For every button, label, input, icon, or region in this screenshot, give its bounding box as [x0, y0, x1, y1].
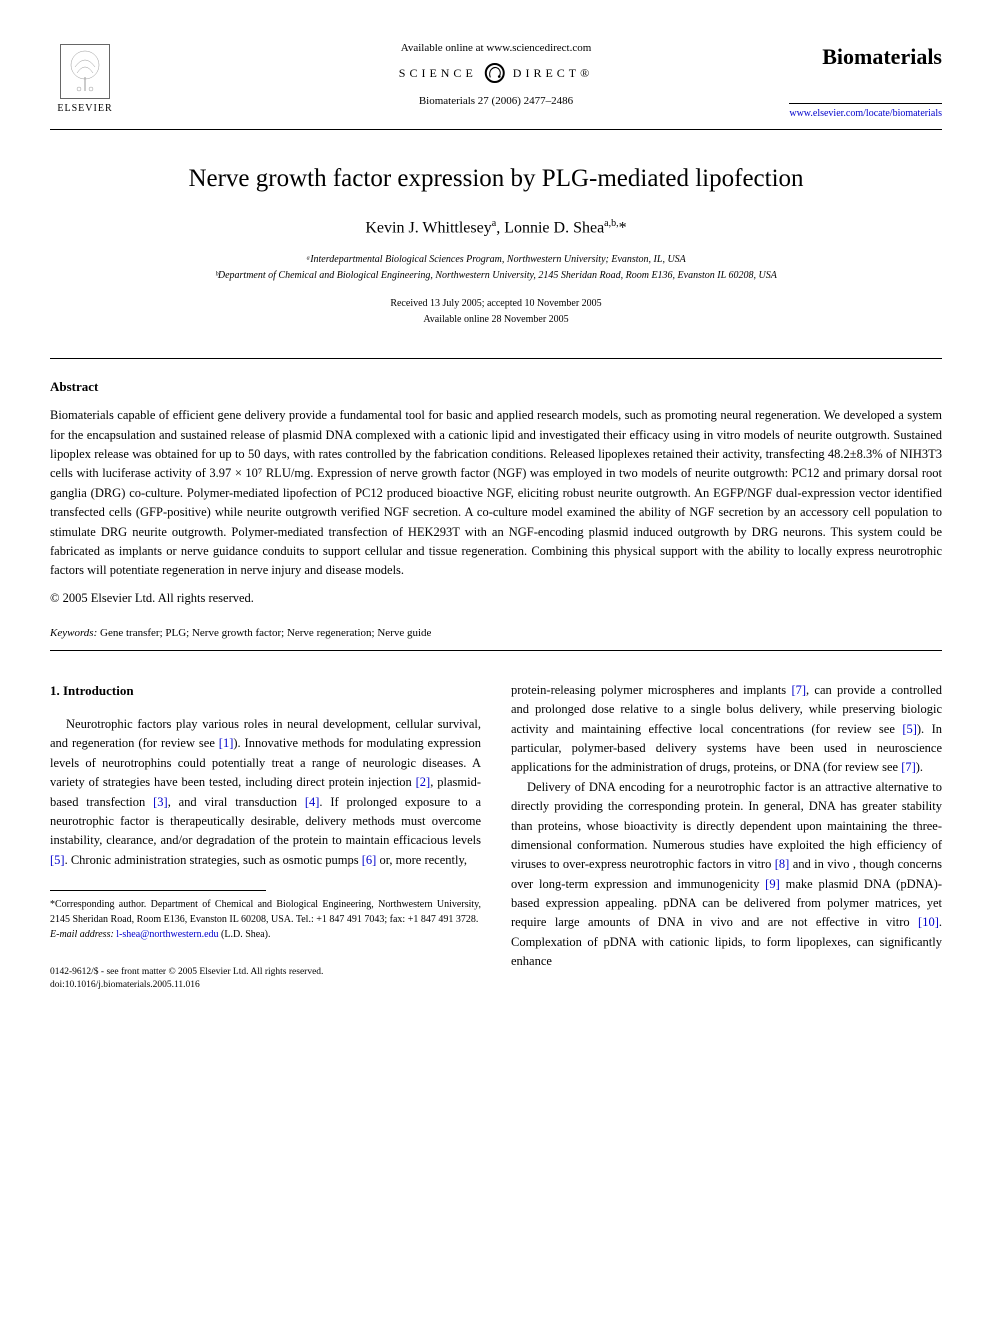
abstract-body: Biomaterials capable of efficient gene d…: [50, 406, 942, 580]
ref-link-9[interactable]: [9]: [765, 877, 780, 891]
received-date: Received 13 July 2005; accepted 10 Novem…: [50, 296, 942, 312]
journal-url-link[interactable]: www.elsevier.com/locate/biomaterials: [789, 106, 942, 121]
intro-para-1: Neurotrophic factors play various roles …: [50, 715, 481, 870]
ref-link-1[interactable]: [1]: [219, 736, 234, 750]
abstract-copyright: © 2005 Elsevier Ltd. All rights reserved…: [50, 589, 942, 608]
elsevier-logo: ELSEVIER: [50, 40, 120, 120]
ref-link-2[interactable]: [2]: [416, 775, 431, 789]
keywords-line: Keywords: Gene transfer; PLG; Nerve grow…: [50, 625, 942, 642]
footer-block: 0142-9612/$ - see front matter © 2005 El…: [50, 966, 481, 993]
journal-branding: Biomaterials www.elsevier.com/locate/bio…: [789, 40, 942, 121]
journal-citation: Biomaterials 27 (2006) 2477–2486: [399, 93, 593, 110]
article-dates: Received 13 July 2005; accepted 10 Novem…: [50, 296, 942, 328]
ref-link-3[interactable]: [3]: [153, 795, 168, 809]
footer-doi: doi:10.1016/j.biomaterials.2005.11.016: [50, 979, 481, 992]
online-date: Available online 28 November 2005: [50, 312, 942, 328]
ref-link-5[interactable]: [5]: [50, 853, 65, 867]
abstract-heading: Abstract: [50, 377, 942, 397]
abstract-text-content: Biomaterials capable of efficient gene d…: [50, 408, 942, 577]
elsevier-tree-icon: [60, 44, 110, 99]
author-2-affil: a,b,: [604, 218, 618, 229]
affiliations: ᵃInterdepartmental Biological Sciences P…: [50, 252, 942, 284]
keywords-list: Gene transfer; PLG; Nerve growth factor;…: [100, 627, 431, 639]
email-suffix: (L.D. Shea).: [221, 929, 270, 940]
sd-right: DIRECT®: [513, 64, 593, 82]
email-line: E-mail address: l-shea@northwestern.edu …: [50, 927, 481, 942]
sd-left: SCIENCE: [399, 64, 477, 82]
ref-link-7[interactable]: [7]: [791, 683, 806, 697]
intro-para-2: Delivery of DNA encoding for a neurotrop…: [511, 778, 942, 972]
sd-logo-icon: [485, 63, 505, 83]
affiliation-a: ᵃInterdepartmental Biological Sciences P…: [50, 252, 942, 268]
available-online-text: Available online at www.sciencedirect.co…: [399, 40, 593, 57]
authors-line: Kevin J. Whittleseya, Lonnie D. Sheaa,b,…: [50, 216, 942, 240]
corresponding-text: *Corresponding author. Department of Che…: [50, 897, 481, 927]
intro-para-1-cont: protein-releasing polymer microspheres a…: [511, 681, 942, 778]
footnote-divider: [50, 890, 266, 891]
ref-link-7b[interactable]: [7]: [901, 760, 916, 774]
corresponding-author-footnote: *Corresponding author. Department of Che…: [50, 897, 481, 942]
header-region: ELSEVIER Available online at www.science…: [50, 40, 942, 121]
email-address-link[interactable]: l-shea@northwestern.edu: [116, 929, 218, 940]
ref-link-5b[interactable]: [5]: [902, 722, 917, 736]
header-divider: [50, 129, 942, 130]
author-1-affil: a: [492, 218, 496, 229]
ref-link-4[interactable]: [4]: [305, 795, 320, 809]
author-1: Kevin J. Whittlesey: [365, 219, 491, 236]
ref-link-8[interactable]: [8]: [775, 857, 790, 871]
footer-copyright: 0142-9612/$ - see front matter © 2005 El…: [50, 966, 481, 979]
affiliation-b: ᵇDepartment of Chemical and Biological E…: [50, 268, 942, 284]
abstract-top-rule: [50, 358, 942, 359]
center-header: Available online at www.sciencedirect.co…: [399, 40, 593, 109]
keywords-label: Keywords:: [50, 627, 97, 639]
ref-link-10[interactable]: [10]: [918, 915, 939, 929]
article-title: Nerve growth factor expression by PLG-me…: [50, 160, 942, 198]
elsevier-text: ELSEVIER: [57, 101, 112, 116]
right-column: protein-releasing polymer microspheres a…: [511, 681, 942, 993]
section-1-heading: 1. Introduction: [50, 681, 481, 701]
left-column: 1. Introduction Neurotrophic factors pla…: [50, 681, 481, 993]
science-direct-brand: SCIENCE DIRECT®: [399, 63, 593, 83]
author-2: Lonnie D. Shea: [504, 219, 604, 236]
body-columns: 1. Introduction Neurotrophic factors pla…: [50, 681, 942, 993]
email-label: E-mail address:: [50, 929, 114, 940]
abstract-bottom-rule: [50, 650, 942, 651]
ref-link-6[interactable]: [6]: [362, 853, 377, 867]
journal-title: Biomaterials: [789, 40, 942, 73]
